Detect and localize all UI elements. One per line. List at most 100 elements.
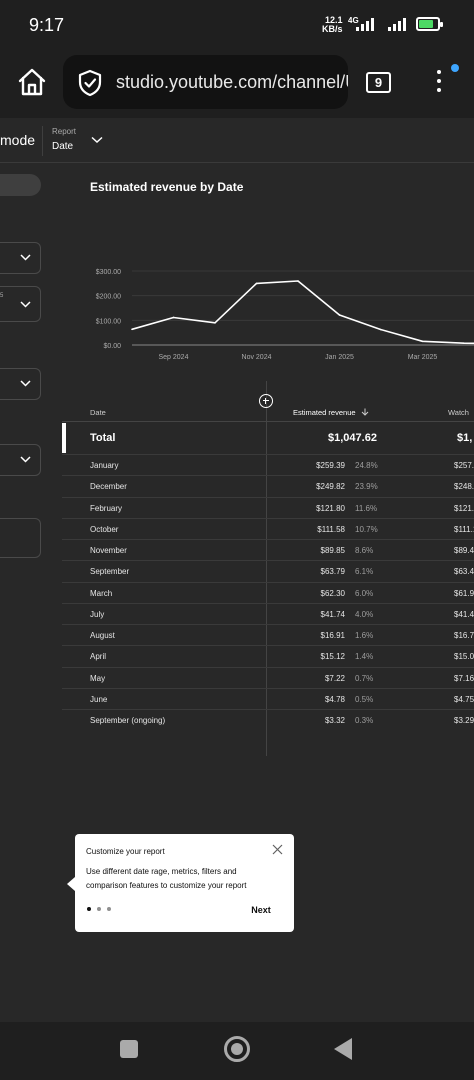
chevron-down-icon[interactable] (91, 136, 103, 144)
status-time: 9:17 (29, 15, 65, 35)
tooltip-arrow (67, 877, 75, 891)
row-watch: $4.75 (454, 694, 474, 704)
signal-icon-2 (388, 18, 406, 31)
row-percent: 6.1% (355, 567, 374, 577)
table-row[interactable]: May $7.22 0.7% $7.16 (62, 666, 474, 688)
chevron-down-icon (20, 254, 31, 261)
row-percent: 1.4% (355, 652, 374, 662)
row-revenue: $7.22 (324, 673, 345, 683)
column-header-date[interactable]: Date (90, 408, 106, 417)
row-revenue: $41.74 (320, 609, 345, 619)
left-panel-box[interactable] (0, 518, 41, 558)
url-text[interactable]: studio.youtube.com/channel/U (116, 72, 348, 92)
table-row[interactable]: January $259.39 24.8% $257.28 (62, 454, 474, 475)
row-watch: $7.16 (454, 673, 474, 683)
row-date: December (90, 482, 127, 492)
report-label: Report (52, 127, 77, 136)
data-point (131, 328, 133, 331)
row-revenue: $15.12 (320, 652, 345, 662)
y-tick-label: $0.00 (103, 343, 121, 350)
sort-down-icon (361, 408, 368, 416)
column-divider (266, 381, 267, 756)
row-revenue: $4.78 (324, 694, 345, 704)
row-watch: $248.30 (454, 482, 474, 492)
table-row[interactable]: July $41.74 4.0% $41.44 (62, 602, 474, 624)
row-date: February (90, 503, 123, 513)
x-tick-label: Jan 2025 (325, 354, 354, 361)
dropdown-partial-text: 5 (0, 293, 4, 299)
address-bar[interactable]: studio.youtube.com/channel/U (63, 55, 348, 109)
table-row[interactable]: April $15.12 1.4% $15.05 (62, 645, 474, 666)
row-watch: $41.44 (454, 609, 474, 619)
table-row[interactable]: March $62.30 6.0% $61.97 (62, 581, 474, 603)
network-speed-value: 12.1 (324, 15, 343, 25)
step-dot (107, 907, 111, 911)
row-date: November (90, 546, 127, 555)
total-watch: $1, (457, 432, 473, 444)
customize-report-tooltip: Customize your report Use different date… (75, 834, 294, 932)
left-filter-dropdown-3[interactable] (0, 368, 41, 400)
next-button[interactable]: Next (251, 905, 271, 915)
recents-button[interactable] (120, 1040, 138, 1058)
row-revenue: $111.58 (317, 524, 345, 534)
row-date: October (90, 524, 119, 534)
column-header-revenue[interactable]: Estimated revenue (293, 408, 369, 417)
revenue-line-chart[interactable]: $0.00 $100.00 $200.00 $300.00 Sep 2024 Nov 20… (84, 258, 474, 368)
table-row[interactable]: August $16.91 1.6% $16.76 (62, 624, 474, 645)
step-dot (97, 907, 101, 911)
x-tick-label: Mar 2025 (408, 354, 438, 361)
table-row[interactable]: September (ongoing) $3.32 0.3% $3.29 (62, 709, 474, 730)
row-percent: 0.5% (355, 694, 374, 704)
left-filter-dropdown-4[interactable] (0, 444, 41, 476)
android-nav-bar (0, 1022, 474, 1080)
table-row[interactable]: November $89.85 8.6% $89.47 (62, 539, 474, 560)
header-divider (42, 126, 43, 156)
row-watch: $257.28 (454, 461, 474, 470)
row-revenue: $249.82 (316, 482, 345, 492)
y-tick-label: $200.00 (96, 294, 121, 301)
left-panel-pill[interactable] (0, 174, 41, 196)
column-header-watch[interactable]: Watch (448, 408, 469, 417)
status-bar: 9:17 12.1 KB/s 4G (0, 0, 474, 52)
row-watch: $3.29 (454, 716, 474, 725)
row-date: June (90, 694, 108, 704)
row-date: September (90, 567, 130, 577)
report-value[interactable]: Date (52, 141, 74, 152)
selected-row-marker (62, 423, 66, 453)
row-revenue: $63.79 (320, 567, 345, 577)
row-date: September (ongoing) (90, 716, 166, 725)
row-watch: $16.76 (454, 631, 474, 640)
y-tick-label: $100.00 (96, 318, 121, 325)
chevron-down-icon (20, 456, 31, 463)
table-row[interactable]: October $111.58 10.7% $111.12 (62, 517, 474, 539)
close-icon[interactable] (272, 844, 283, 855)
add-column-icon[interactable] (259, 394, 273, 408)
row-percent: 10.7% (355, 524, 378, 534)
tooltip-title: Customize your report (86, 847, 165, 856)
tabs-button[interactable]: 9 (366, 72, 391, 93)
left-filter-dropdown-1[interactable] (0, 242, 41, 274)
chart-title: Estimated revenue by Date (90, 180, 244, 194)
home-icon[interactable] (16, 66, 48, 98)
home-button[interactable] (224, 1036, 250, 1062)
data-point (380, 328, 382, 331)
mode-label[interactable]: mode (0, 132, 36, 148)
table-header-divider (62, 421, 474, 422)
table-row[interactable]: December $249.82 23.9% $248.30 (62, 475, 474, 496)
row-date: July (90, 609, 105, 619)
data-point (214, 322, 216, 324)
left-filter-dropdown-2[interactable]: 5 (0, 286, 41, 322)
data-point (297, 280, 299, 282)
table-row[interactable]: June $4.78 0.5% $4.75 (62, 687, 474, 709)
more-menu-icon[interactable] (437, 70, 447, 96)
battery-icon (416, 17, 443, 31)
signal-icon (356, 18, 374, 31)
back-button[interactable] (334, 1038, 352, 1060)
table-row[interactable]: September $63.79 6.1% $63.45 (62, 560, 474, 581)
total-label: Total (90, 432, 116, 444)
row-revenue: $16.91 (320, 631, 345, 640)
network-speed: 12.1 KB/s (322, 16, 343, 34)
shield-check-icon[interactable] (77, 69, 103, 97)
table-row[interactable]: February $121.80 11.6% $121.03 (62, 496, 474, 518)
chevron-down-icon (20, 380, 31, 387)
